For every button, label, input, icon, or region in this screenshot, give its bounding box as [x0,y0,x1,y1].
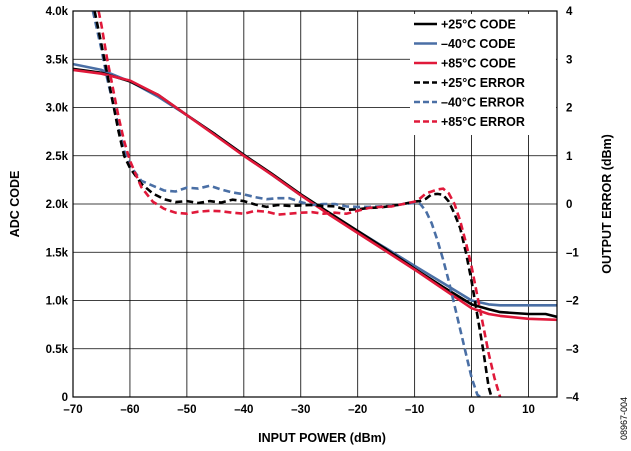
y2-tick-label: –3 [566,344,579,356]
y2-tick-label: –1 [566,247,579,259]
y2-tick-label: 2 [566,103,572,115]
y2-axis-title: OUTPUT ERROR (dBm) [600,134,614,274]
y-tick-label: 4.0k [46,6,69,18]
y-tick-label: 3.5k [46,54,69,66]
x-tick-label: –30 [291,404,310,416]
x-tick-label: –20 [348,404,367,416]
y-tick-label: 0.5k [46,344,69,356]
figure-id: 08967-004 [619,397,629,440]
x-axis-title: INPUT POWER (dBm) [258,431,386,445]
legend-label: –40°C ERROR [441,96,525,110]
legend-label: +85°C ERROR [441,115,525,129]
y2-axis-ticks: –4 –3 –2 –1 0 1 2 3 4 [566,6,579,404]
y-axis-ticks: 0 0.5k 1.0k 1.5k 2.0k 2.5k 3.0k 3.5k 4.0k [46,6,69,404]
y2-tick-label: 3 [566,54,572,66]
x-tick-label: –60 [120,404,139,416]
y-tick-label: 1.0k [46,296,69,308]
legend-label: +85°C CODE [441,57,516,71]
legend: +25°C CODE –40°C CODE +85°C CODE +25°C ERRO… [410,14,556,135]
y2-tick-label: 4 [566,6,573,18]
y2-tick-label: –4 [566,392,579,404]
x-tick-label: 10 [522,404,535,416]
y-tick-label: 1.5k [46,247,69,259]
y-tick-label: 3.0k [46,103,69,115]
legend-label: –40°C CODE [441,37,515,51]
x-tick-label: 0 [468,404,474,416]
y-tick-label: 0 [62,392,68,404]
x-axis-ticks: –70 –60 –50 –40 –30 –20 –10 0 10 [63,404,535,416]
y-tick-label: 2.5k [46,151,69,163]
x-tick-label: –50 [177,404,196,416]
y2-tick-label: 0 [566,199,572,211]
x-tick-label: –40 [234,404,253,416]
y2-tick-label: –2 [566,296,579,308]
y-tick-label: 2.0k [46,199,69,211]
y2-tick-label: 1 [566,151,573,163]
x-tick-label: –70 [63,404,82,416]
x-tick-label: –10 [405,404,424,416]
legend-label: +25°C ERROR [441,76,525,90]
y-axis-title: ADC CODE [8,171,22,238]
legend-label: +25°C CODE [441,18,516,32]
